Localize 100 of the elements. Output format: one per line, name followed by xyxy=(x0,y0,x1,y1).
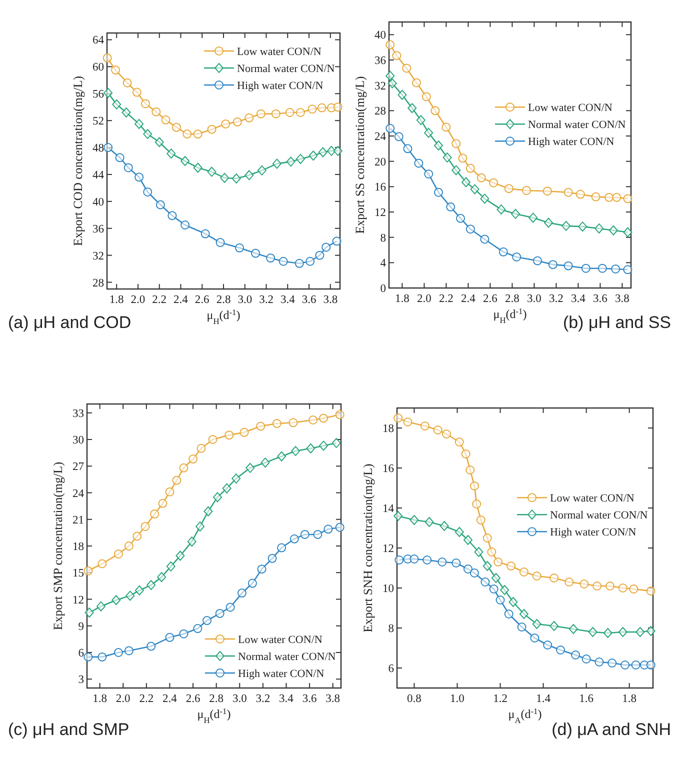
point xyxy=(434,140,443,150)
point xyxy=(193,624,202,634)
text: (c) μH and SMP xyxy=(8,720,130,739)
point xyxy=(124,542,134,550)
point xyxy=(266,254,276,263)
point xyxy=(134,172,144,182)
point xyxy=(416,115,426,126)
point xyxy=(132,88,142,97)
point xyxy=(631,660,640,670)
point xyxy=(466,224,475,234)
point xyxy=(511,208,520,219)
x-axis-title: μ$_{H}$(d$^{-1}$) xyxy=(197,706,231,724)
point xyxy=(126,590,135,601)
x-tick-label: 3.4 xyxy=(279,693,294,705)
point xyxy=(452,139,461,148)
point xyxy=(122,107,131,118)
point xyxy=(112,99,122,110)
x-tick-label: 2.4 xyxy=(162,693,178,705)
point xyxy=(285,108,294,117)
y-tick-label: 4 xyxy=(380,258,386,270)
point xyxy=(394,132,404,142)
point xyxy=(470,568,479,578)
legend-label: Low water CON/N xyxy=(550,492,634,505)
point xyxy=(402,64,412,73)
point xyxy=(442,122,451,132)
point xyxy=(132,532,142,541)
point xyxy=(403,418,412,426)
point xyxy=(232,117,242,126)
y-tick-label: 0 xyxy=(380,283,386,295)
point xyxy=(202,616,212,626)
point xyxy=(291,446,300,456)
point xyxy=(422,92,431,102)
x-tick-label: 3.6 xyxy=(302,294,316,306)
point xyxy=(251,248,260,258)
point xyxy=(454,438,464,446)
point xyxy=(268,554,277,563)
point xyxy=(235,243,244,252)
y-tick-label: 16 xyxy=(374,182,386,194)
point xyxy=(588,627,598,637)
point xyxy=(111,66,120,75)
x-tick-label: 2.0 xyxy=(130,294,146,306)
point xyxy=(179,463,188,472)
point xyxy=(442,430,451,438)
point xyxy=(220,172,230,183)
point xyxy=(550,574,559,582)
point xyxy=(308,415,318,424)
point xyxy=(461,450,470,458)
y-tick-label: 40 xyxy=(374,30,386,42)
point xyxy=(506,562,516,570)
point xyxy=(134,585,144,596)
x-tick-label: 2.8 xyxy=(209,693,224,705)
point xyxy=(424,517,434,527)
x-tick-label: 1.8 xyxy=(109,294,124,306)
point xyxy=(114,549,123,558)
point xyxy=(519,568,528,576)
y-axis-title: Export SNH concentration(mg/L) xyxy=(361,464,375,632)
x-tick-label: 2.6 xyxy=(483,293,498,305)
point xyxy=(150,510,160,519)
text: (a) μH and COD xyxy=(8,313,132,332)
point xyxy=(623,265,632,274)
y-tick-label: 27 xyxy=(72,461,84,474)
y-tick-label: 33 xyxy=(72,408,84,420)
point xyxy=(248,578,257,588)
legend-label: High water CON/N xyxy=(550,526,636,539)
point xyxy=(158,498,168,508)
point xyxy=(458,154,468,163)
point xyxy=(143,129,152,140)
point xyxy=(216,238,225,248)
point xyxy=(476,173,486,182)
point xyxy=(446,202,456,212)
point xyxy=(122,78,132,88)
point xyxy=(494,558,503,566)
point xyxy=(224,430,234,440)
point xyxy=(232,174,241,184)
point xyxy=(556,646,565,654)
y-tick-label: 12 xyxy=(374,207,386,219)
legend-label: Normal water CON/N xyxy=(238,651,336,663)
y-tick-label: 12 xyxy=(382,543,394,555)
point xyxy=(623,194,632,204)
y-tick-label: 28 xyxy=(374,106,386,118)
x-tick-label: 3.2 xyxy=(256,693,270,705)
point xyxy=(410,515,419,525)
point xyxy=(491,573,500,583)
point xyxy=(608,225,618,236)
point xyxy=(470,482,479,490)
point xyxy=(612,192,622,202)
point xyxy=(550,621,559,631)
point xyxy=(222,483,232,494)
point xyxy=(414,158,424,168)
point xyxy=(482,534,492,542)
y-tick-label: 36 xyxy=(374,55,386,67)
point xyxy=(522,186,531,195)
point xyxy=(530,634,540,642)
legend-label: Normal water CON/N xyxy=(550,510,648,522)
point xyxy=(294,258,304,268)
point xyxy=(104,143,113,152)
point xyxy=(386,124,395,133)
point xyxy=(594,223,604,234)
y-axis-title: Export SS concentration(mg/L) xyxy=(353,76,367,234)
x-tick-label: 0.8 xyxy=(407,693,422,705)
